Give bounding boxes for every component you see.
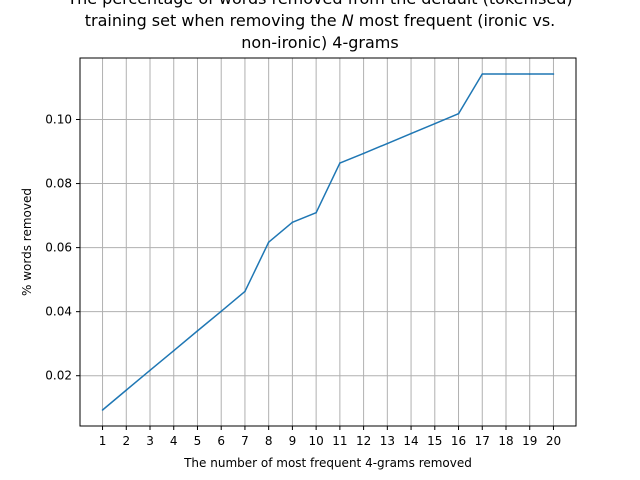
y-tick-label: 0.06 (45, 241, 72, 255)
data-point (267, 241, 270, 243)
x-tick-label: 6 (217, 434, 225, 448)
x-tick-label: 12 (356, 434, 371, 448)
x-tick-label: 15 (427, 434, 442, 448)
x-tick-label: 19 (522, 434, 537, 448)
x-tick-label: 8 (265, 434, 273, 448)
x-tick-label: 3 (146, 434, 154, 448)
data-point (339, 162, 341, 164)
data-point (244, 290, 246, 293)
x-axis-label: The number of most frequent 4-grams remo… (183, 456, 472, 470)
data-point (125, 389, 128, 391)
data-point (457, 112, 460, 115)
chart-title-line: non-ironic) 4-grams (241, 33, 398, 52)
grid-lines (80, 58, 576, 426)
data-point (481, 73, 484, 75)
data-point (386, 142, 389, 145)
data-point (196, 330, 199, 332)
x-tick-label: 9 (289, 434, 297, 448)
y-axis-ticks: 0.02 0.04 0.06 0.08 0.10 (45, 112, 80, 383)
y-axis-label: % words removed (20, 188, 34, 296)
chart-title-line: training set when removing the N most fr… (85, 11, 556, 30)
data-point (220, 310, 223, 313)
data-point (410, 132, 412, 135)
data-point (101, 409, 104, 411)
data-point (505, 73, 507, 75)
x-tick-label: 20 (546, 434, 561, 448)
data-point (149, 369, 151, 372)
x-tick-label: 10 (308, 434, 323, 448)
x-tick-label: 7 (241, 434, 249, 448)
y-tick-label: 0.02 (45, 369, 72, 383)
series-line (102, 73, 554, 411)
plot-frame (79, 57, 577, 427)
x-tick-label: 16 (451, 434, 466, 448)
x-tick-label: 5 (194, 434, 202, 448)
x-tick-label: 2 (122, 434, 130, 448)
x-tick-label: 4 (170, 434, 178, 448)
x-tick-label: 1 (99, 434, 107, 448)
x-tick-label: 11 (332, 434, 347, 448)
data-point (528, 73, 531, 75)
x-tick-label: 13 (380, 434, 395, 448)
x-tick-label: 18 (498, 434, 513, 448)
data-point (362, 152, 365, 155)
series-group (101, 73, 555, 411)
y-tick-label: 0.08 (45, 177, 72, 191)
y-tick-label: 0.10 (45, 112, 72, 126)
data-point (552, 73, 555, 75)
data-point (172, 349, 175, 352)
x-tick-label: 17 (475, 434, 490, 448)
chart-title: The percentage of words removed from the… (66, 0, 572, 52)
y-tick-label: 0.04 (45, 305, 72, 319)
x-tick-label: 14 (403, 434, 418, 448)
x-axis-ticks: 1 2 3 4 5 6 7 8 9 10 11 12 13 14 15 16 17 18 19 20 (99, 426, 561, 448)
data-point (291, 221, 294, 224)
data-point (315, 211, 317, 214)
data-point (433, 122, 436, 125)
chart-title-line: The percentage of words removed from the… (66, 0, 572, 8)
